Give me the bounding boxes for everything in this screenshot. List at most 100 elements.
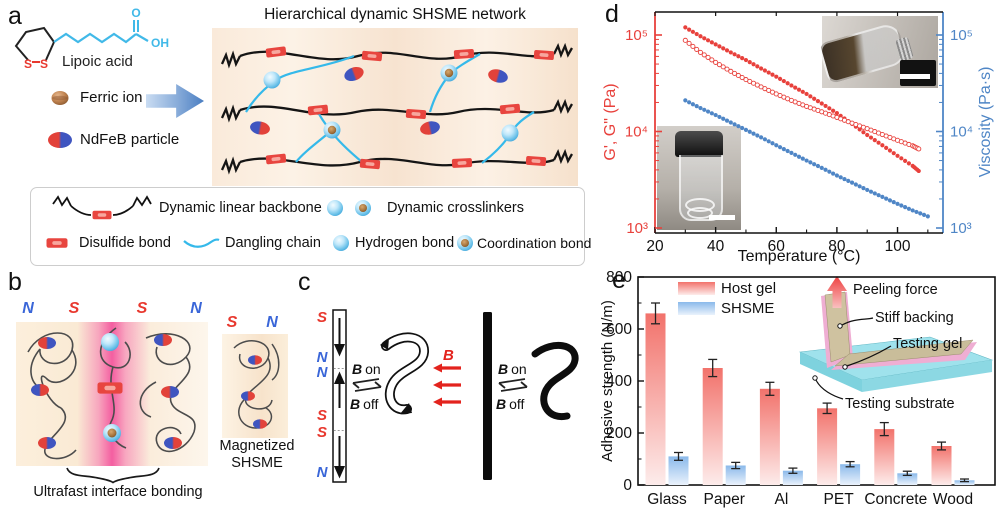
- panel-c-label: c: [298, 268, 311, 296]
- ferric-ion-icon: [51, 91, 69, 105]
- svg-text:20: 20: [646, 238, 664, 255]
- svg-text:800: 800: [606, 269, 632, 286]
- stiff-backing-label: Stiff backing: [875, 310, 954, 326]
- bars: [645, 313, 975, 485]
- b-field-label: B: [443, 347, 454, 364]
- network-title: Hierarchical dynamic SHSME network: [264, 6, 526, 23]
- category-label: Paper: [704, 491, 745, 508]
- pole-label-n: N: [317, 349, 329, 366]
- adhesion-bar-chart: 0 200 400 600 800 Adhesive strength (N/m) Glas…: [599, 269, 996, 508]
- svg-text:10⁴: 10⁴: [950, 124, 973, 141]
- y-axis-label: Adhesive strength (N/m): [599, 300, 616, 462]
- legend-swatch: [678, 302, 715, 315]
- network-diagram: [212, 28, 578, 186]
- bar-host-gel-paper: [702, 368, 723, 485]
- panel-a-label: a: [8, 2, 22, 30]
- hydrogen-bond-icon: [333, 235, 349, 251]
- svg-text:400: 400: [606, 373, 632, 390]
- legend-hydrogen-label: Hydrogen bond: [355, 235, 455, 251]
- legend-label: Host gel: [721, 280, 776, 297]
- scale-bar: [900, 74, 930, 79]
- disulfide-bonds: [265, 46, 555, 170]
- curl-arrowhead: [380, 338, 389, 350]
- equilibrium-arrows-icon: [498, 378, 528, 392]
- right-arrow-icon: [146, 84, 204, 118]
- pole-label-s: S: [317, 424, 327, 441]
- testing-gel-label: Testing gel: [893, 336, 962, 352]
- equilibrium-arrows-icon: [352, 378, 382, 392]
- vial-cap: [900, 60, 936, 86]
- ndfeb-particle-icon: [48, 132, 72, 148]
- category-label: Wood: [933, 491, 973, 508]
- ndfeb-particles: [250, 66, 508, 135]
- sulfur-atom: S: [24, 57, 32, 71]
- bar-host-gel-concrete: [874, 429, 895, 485]
- dangling-chain-icon: [183, 238, 220, 248]
- field-arrows: [433, 363, 461, 407]
- network-svg: [220, 42, 573, 175]
- legend-coordination-label: Coordination bond: [477, 235, 592, 251]
- bar-host-gel-wood: [931, 446, 952, 485]
- bar-shsme-wood: [954, 480, 975, 485]
- panel-b-label: b: [8, 268, 22, 296]
- bonding-label: Ultrafast interface bonding: [33, 484, 203, 500]
- svg-text:100: 100: [885, 238, 911, 255]
- ring-bonds: [14, 26, 55, 61]
- coordination-bond-icons: [323, 64, 458, 139]
- magnetized-label: Magnetized SHSME: [219, 438, 295, 471]
- legend-dangling-label: Dangling chain: [225, 235, 321, 251]
- peeling-force-label: Peeling force: [853, 282, 938, 298]
- curl-arrowhead: [400, 403, 412, 414]
- bar-host-gel-pet: [817, 408, 838, 485]
- pole-label-s: S: [317, 309, 327, 326]
- alkyl-chain: [53, 32, 137, 44]
- backbone-icon: [52, 195, 152, 220]
- interface-bonding-diagram: [16, 322, 208, 466]
- testing-substrate-label: Testing substrate: [845, 396, 955, 412]
- pole-label-n: N: [266, 314, 278, 331]
- legend-label: SHSME: [721, 300, 774, 317]
- svg-text:10⁵: 10⁵: [950, 27, 973, 44]
- ndfeb-particles: [31, 334, 182, 449]
- sulfur-atom: S: [40, 57, 48, 71]
- legend-crosslinkers-label: Dynamic crosslinkers: [387, 200, 524, 216]
- ferric-ion-label: Ferric ion: [80, 89, 143, 106]
- y-axis-label-right: Viscosity (Pa·s): [977, 67, 994, 178]
- panel-e-label: e: [612, 266, 626, 294]
- hydroxyl-group: OH: [151, 36, 169, 50]
- bar-host-gel-glass: [645, 313, 666, 485]
- axes: 20 40 60 80 100 10³ 10³ 10⁴ 10⁴ 10⁵ 10⁵: [625, 11, 973, 255]
- hydrogen-bond-icon: [101, 333, 119, 351]
- polymer-coils: [27, 327, 196, 460]
- crosslinkers-icon: [327, 200, 371, 216]
- svg-text:200: 200: [606, 425, 632, 442]
- pole-label-s: S: [317, 407, 327, 424]
- legend-backbone-label: Dynamic linear backbone: [159, 200, 322, 216]
- error-bars: [651, 302, 969, 483]
- pole-label-s: S: [226, 314, 238, 331]
- brace-icon: [66, 467, 160, 484]
- disulfide-bond-icon: [97, 382, 123, 394]
- gel-ring: [687, 207, 713, 219]
- bar-shsme-glass: [668, 456, 689, 485]
- bar-shsme-concrete: [897, 473, 918, 485]
- svg-text:60: 60: [768, 238, 786, 255]
- peel-test-inset: Peeling force Stiff backing Testing gel …: [798, 276, 994, 412]
- category-label: PET: [824, 491, 855, 508]
- svg-text:80: 80: [828, 238, 846, 255]
- pole-label-s: S: [68, 300, 80, 317]
- panel-a-legend: Dynamic linear backbone Dynamic crosslin…: [30, 187, 591, 266]
- pole-label-n: N: [317, 464, 329, 481]
- legend-disulfide-label: Disulfide bond: [79, 235, 171, 251]
- pole-label-n: N: [22, 300, 34, 317]
- svg-text:10³: 10³: [950, 220, 972, 237]
- svg-text:10⁴: 10⁴: [625, 124, 648, 141]
- hydrogen-bond-icons: [263, 71, 519, 142]
- svg-text:10⁵: 10⁵: [625, 27, 648, 44]
- peeling-force-arrow: [827, 276, 847, 308]
